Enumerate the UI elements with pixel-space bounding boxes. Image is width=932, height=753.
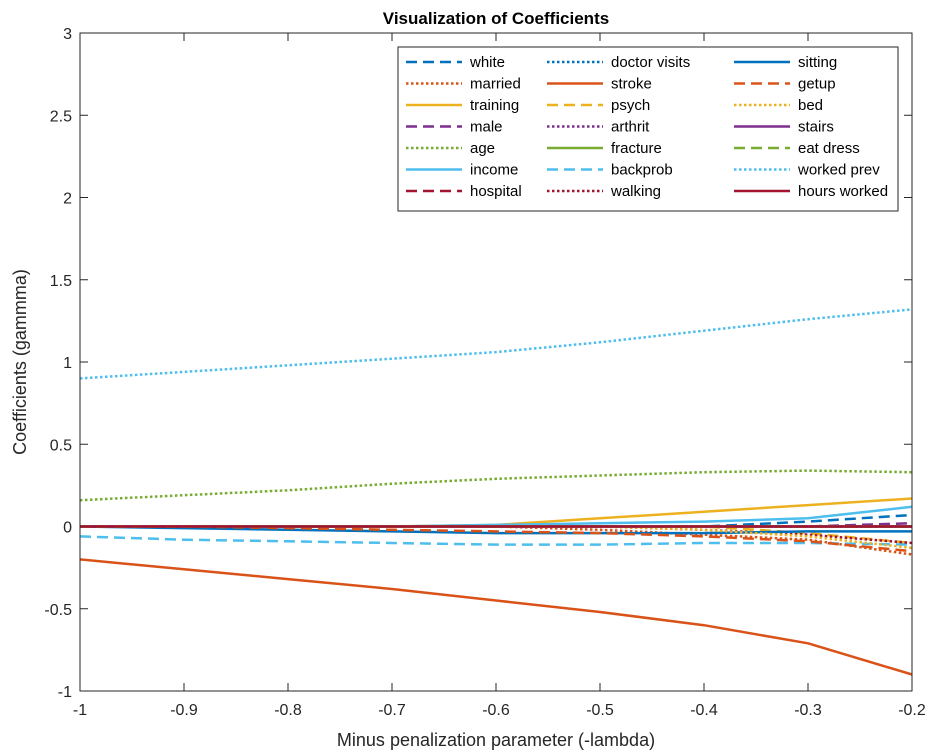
legend: white married training male age income hospita… [397, 46, 899, 212]
y-tick-label: 1.5 [50, 273, 72, 290]
series-lines [79, 308, 913, 676]
x-tick-label: -0.2 [898, 702, 926, 719]
legend-label: psych [611, 97, 650, 114]
legend-label: age [470, 140, 495, 157]
x-tick-label: -0.5 [586, 702, 614, 719]
chart-title: Visualization of Coefficients [383, 9, 609, 28]
legend-label: sitting [798, 54, 837, 71]
y-tick-label: 2 [63, 191, 72, 208]
ticks: -1 -0.9 -0.8 -0.7 -0.6 -0.5 -0.4 -0.3 -0.2 -1 -0.5… [44, 26, 925, 719]
legend-label: fracture [611, 140, 662, 157]
series-line-age [79, 469, 913, 502]
series-line-backprob [79, 535, 913, 546]
legend-label: eat dress [798, 140, 860, 157]
x-tick-label: -0.7 [378, 702, 406, 719]
legend-label: arthrit [611, 119, 650, 136]
y-tick-label: 3 [63, 26, 72, 43]
y-tick-label: 1 [63, 355, 72, 372]
legend-label: bed [798, 97, 823, 114]
x-tick-label: -0.3 [794, 702, 822, 719]
legend-label: stairs [798, 119, 834, 136]
legend-label: walking [610, 183, 661, 200]
legend-box [397, 46, 899, 212]
legend-label: getup [798, 76, 836, 93]
y-axis-label: Coefficients (gammma) [10, 269, 30, 455]
legend-label: doctor visits [611, 54, 690, 71]
x-tick-label: -0.8 [274, 702, 302, 719]
y-tick-label: 0.5 [50, 437, 72, 454]
legend-label: income [470, 162, 518, 179]
y-tick-label: 0 [63, 520, 72, 537]
legend-label: backprob [611, 162, 673, 179]
y-tick-label: -1 [58, 684, 72, 701]
legend-label: training [470, 97, 519, 114]
x-axis-label: Minus penalization parameter (-lambda) [337, 730, 655, 750]
legend-label: male [470, 119, 503, 136]
x-tick-label: -0.6 [482, 702, 510, 719]
legend-label: hours worked [798, 183, 888, 200]
x-tick-label: -0.4 [690, 702, 718, 719]
x-tick-label: -1 [73, 702, 87, 719]
plot-frame [79, 32, 913, 692]
y-tick-label: 2.5 [50, 108, 72, 125]
x-tick-label: -0.9 [170, 702, 198, 719]
series-line-stroke [79, 558, 913, 676]
series-line-sitting [79, 525, 912, 535]
legend-label: stroke [611, 76, 652, 93]
legend-label: worked prev [797, 162, 880, 179]
y-tick-label: -0.5 [44, 602, 72, 619]
legend-label: hospital [470, 183, 522, 200]
legend-label: married [470, 76, 521, 93]
legend-label: white [469, 54, 505, 71]
series-line-worked-prev [79, 308, 913, 380]
